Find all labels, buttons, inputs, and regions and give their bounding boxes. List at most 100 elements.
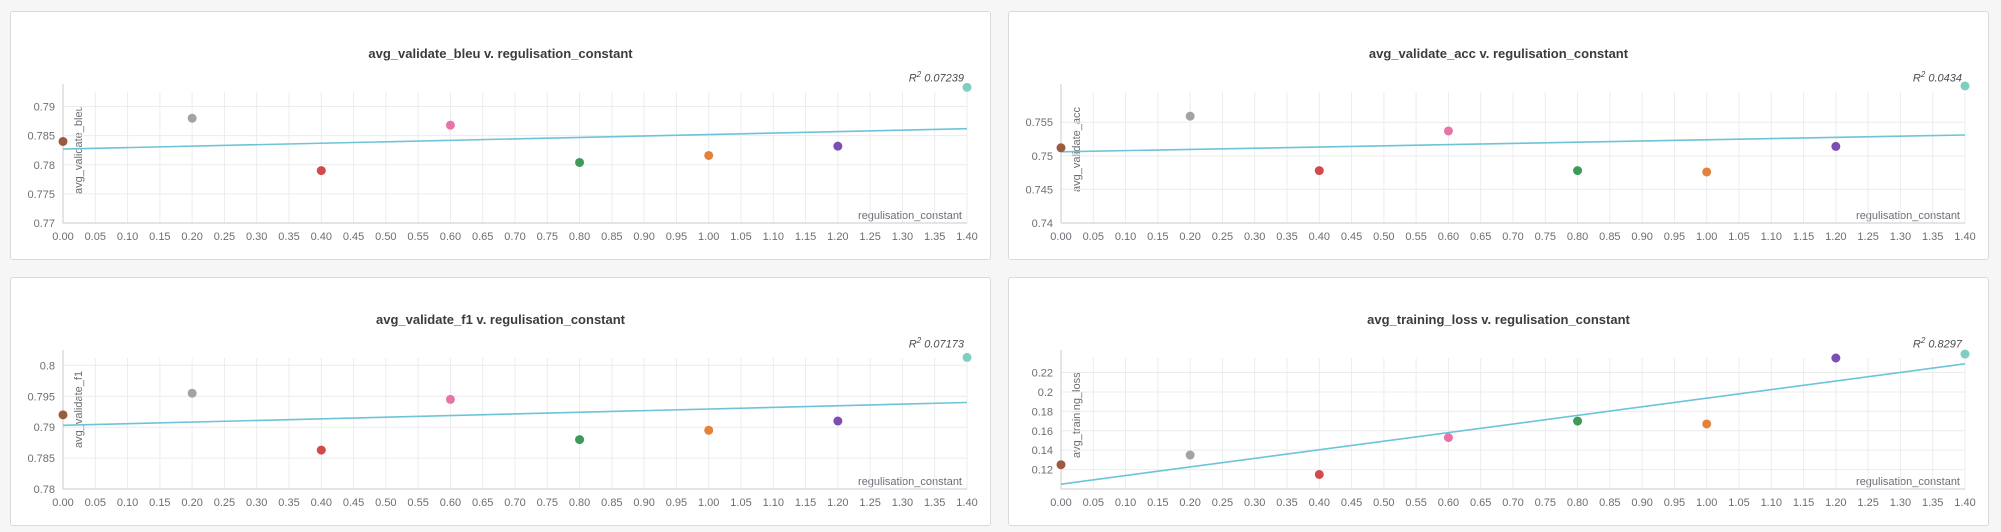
- x-tick-label: 0.55: [407, 231, 428, 243]
- x-tick-label: 0.95: [666, 497, 687, 509]
- x-tick-label: 0.80: [569, 497, 590, 509]
- chart-panel-f1: avg_validate_f1 v. regulisation_constant…: [10, 277, 991, 526]
- x-tick-label: 0.05: [1083, 231, 1104, 243]
- x-tick-label: 0.65: [1470, 497, 1491, 509]
- x-tick-label: 0.20: [1179, 231, 1200, 243]
- x-axis-label: regulisation_constant: [858, 476, 962, 488]
- x-tick-label: 0.10: [1115, 231, 1136, 243]
- x-tick-label: 1.00: [698, 497, 719, 509]
- chart-title: avg_training_loss v. regulisation_consta…: [1367, 312, 1630, 327]
- r-squared-value: 0.07239: [924, 72, 964, 85]
- scatter-plot-svg: 0.00 0.05 0.10 0.15 0.20 0.25 0.30 0.35 0.40 0.45…: [27, 82, 978, 243]
- y-tick-label: 0.2: [1038, 387, 1053, 399]
- data-point: [1443, 433, 1453, 443]
- x-tick-label: 1.35: [1922, 231, 1943, 243]
- x-tick-label: 1.15: [795, 231, 816, 243]
- y-tick-label: 0.18: [1032, 406, 1053, 418]
- x-tick-label: 0.60: [1438, 497, 1459, 509]
- data-point: [575, 157, 585, 167]
- x-tick-label: 0.90: [633, 231, 654, 243]
- data-point: [1960, 349, 1970, 359]
- x-tick-label: 1.40: [1954, 231, 1975, 243]
- x-tick-label: 1.30: [1890, 497, 1911, 509]
- y-tick-label: 0.78: [34, 160, 55, 172]
- data-point: [1056, 460, 1066, 470]
- data-point: [833, 416, 843, 426]
- x-tick-label: 0.05: [1083, 497, 1104, 509]
- x-tick-label: 0.60: [1438, 231, 1459, 243]
- x-tick-label: 0.00: [52, 497, 73, 509]
- x-tick-label: 0.75: [1535, 497, 1556, 509]
- x-tick-label: 0.85: [601, 497, 622, 509]
- y-tick-label: 0.785: [27, 131, 55, 143]
- x-tick-label: 1.30: [892, 231, 913, 243]
- data-point: [704, 150, 714, 160]
- x-tick-label: 1.00: [698, 231, 719, 243]
- x-tick-label: 0.00: [1050, 231, 1071, 243]
- x-axis-label: regulisation_constant: [1856, 210, 1960, 222]
- x-tick-label: 0.65: [1470, 231, 1491, 243]
- x-tick-label: 0.30: [1244, 231, 1265, 243]
- data-point: [1056, 143, 1066, 153]
- x-tick-label: 0.45: [1341, 497, 1362, 509]
- data-point: [962, 82, 972, 92]
- scatter-plot-svg: 0.00 0.05 0.10 0.15 0.20 0.25 0.30 0.35 0.40 0.45…: [1025, 81, 1976, 243]
- x-tick-label: 1.15: [795, 497, 816, 509]
- x-axis-label: regulisation_constant: [858, 210, 962, 222]
- data-point: [1573, 416, 1583, 426]
- x-tick-label: 1.20: [1825, 231, 1846, 243]
- x-tick-label: 0.15: [149, 497, 170, 509]
- trendline: [1060, 134, 1966, 153]
- data-point: [1831, 141, 1841, 151]
- x-tick-label: 0.55: [1405, 231, 1426, 243]
- scatter-plot-svg: 0.00 0.05 0.10 0.15 0.20 0.25 0.30 0.35 0.40 0.45…: [27, 350, 978, 509]
- r-squared-label: R2 0.0434: [1912, 70, 1962, 85]
- x-tick-label: 0.75: [537, 231, 558, 243]
- x-tick-label: 0.25: [1212, 497, 1233, 509]
- y-tick-label: 0.74: [1032, 218, 1053, 230]
- x-tick-label: 1.35: [924, 497, 945, 509]
- x-tick-label: 0.10: [117, 231, 138, 243]
- x-tick-label: 0.35: [1276, 231, 1297, 243]
- x-tick-label: 1.10: [1761, 231, 1782, 243]
- data-point: [1702, 167, 1712, 177]
- data-point: [445, 394, 455, 404]
- data-point: [575, 435, 585, 445]
- x-tick-label: 1.00: [1696, 231, 1717, 243]
- x-tick-label: 0.40: [1309, 497, 1330, 509]
- y-tick-label: 0.775: [27, 189, 55, 201]
- data-point: [833, 141, 843, 151]
- r-squared-label: R2 0.07173: [908, 336, 964, 351]
- x-tick-label: 0.90: [633, 497, 654, 509]
- x-tick-label: 0.60: [440, 231, 461, 243]
- data-point: [1960, 81, 1970, 91]
- y-tick-label: 0.785: [27, 453, 55, 465]
- x-tick-label: 0.70: [1502, 497, 1523, 509]
- x-tick-label: 0.40: [1309, 231, 1330, 243]
- data-point: [58, 410, 68, 420]
- x-tick-label: 1.15: [1793, 231, 1814, 243]
- x-tick-label: 0.20: [1179, 497, 1200, 509]
- x-tick-label: 0.95: [1664, 497, 1685, 509]
- x-tick-label: 0.75: [537, 497, 558, 509]
- x-tick-label: 0.10: [117, 497, 138, 509]
- x-tick-label: 0.55: [407, 497, 428, 509]
- data-point: [1314, 469, 1324, 479]
- x-tick-label: 0.30: [246, 231, 267, 243]
- data-point: [58, 136, 68, 146]
- x-tick-label: 0.20: [181, 231, 202, 243]
- x-tick-label: 1.40: [956, 231, 977, 243]
- x-tick-label: 1.40: [1954, 497, 1975, 509]
- x-tick-label: 1.20: [1825, 497, 1846, 509]
- x-tick-label: 1.10: [1761, 497, 1782, 509]
- r-squared-label: R2 0.07239: [908, 70, 964, 85]
- x-tick-label: 0.50: [375, 497, 396, 509]
- x-tick-label: 0.65: [472, 497, 493, 509]
- y-tick-label: 0.75: [1032, 151, 1053, 163]
- x-tick-label: 0.50: [1373, 497, 1394, 509]
- data-point: [445, 120, 455, 130]
- data-point: [316, 445, 326, 455]
- x-tick-label: 0.15: [1147, 497, 1168, 509]
- x-tick-label: 1.15: [1793, 497, 1814, 509]
- x-tick-label: 0.30: [1244, 497, 1265, 509]
